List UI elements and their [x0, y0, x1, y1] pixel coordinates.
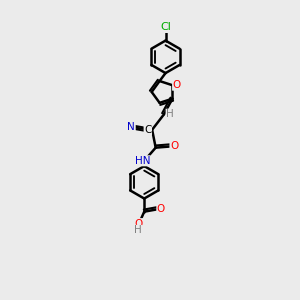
Text: HN: HN — [135, 156, 150, 166]
Text: H: H — [134, 225, 142, 235]
Text: O: O — [157, 204, 165, 214]
Text: C: C — [144, 125, 152, 135]
Text: H: H — [166, 109, 174, 119]
Text: O: O — [172, 80, 181, 90]
Text: N: N — [128, 122, 135, 132]
Text: O: O — [135, 219, 143, 229]
Text: Cl: Cl — [160, 22, 171, 32]
Text: O: O — [170, 142, 178, 152]
